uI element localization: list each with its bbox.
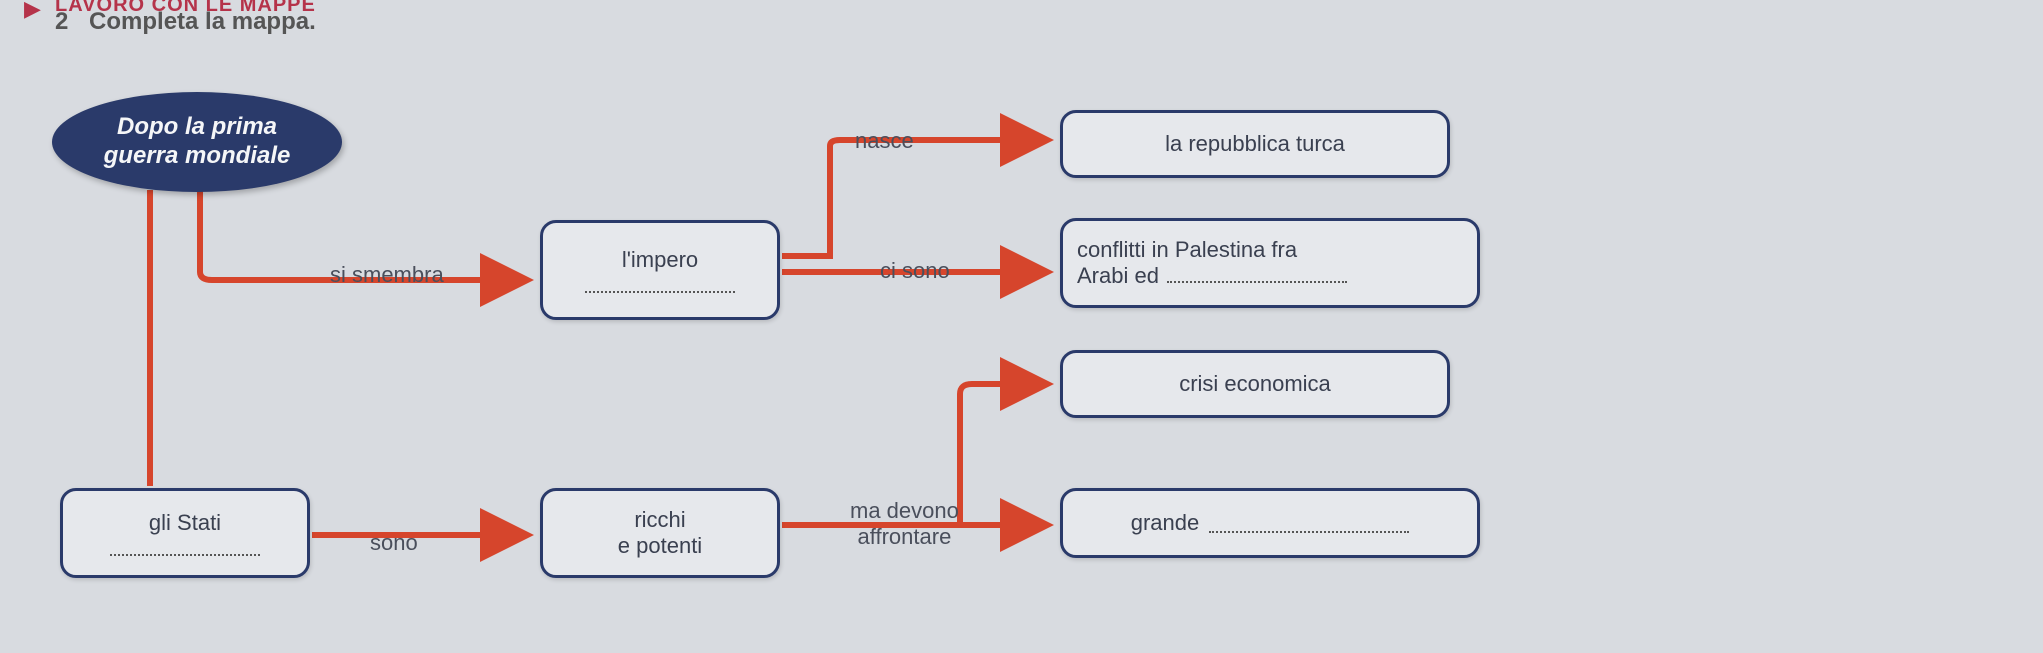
node-conflitti-line1: conflitti in Palestina fra	[1077, 237, 1297, 263]
node-impero-text: l'impero	[622, 247, 698, 273]
root-line2: guerra mondiale	[104, 142, 291, 171]
section-arrow-icon: ▶	[24, 0, 41, 22]
exercise-header: 2 Completa la mappa.	[55, 8, 316, 36]
blank-conflitti[interactable]	[1167, 269, 1347, 283]
node-grande-prefix: grande	[1131, 510, 1200, 536]
node-repubblica-text: la repubblica turca	[1165, 131, 1345, 157]
connector-nasce: nasce	[855, 128, 914, 154]
connector-ci-sono: ci sono	[880, 258, 950, 284]
node-impero: l'impero	[540, 220, 780, 320]
root-line1: Dopo la prima	[104, 113, 291, 142]
blank-stati[interactable]	[110, 542, 260, 556]
blank-impero[interactable]	[585, 279, 735, 293]
node-ricchi: ricchi e potenti	[540, 488, 780, 578]
node-repubblica: la repubblica turca	[1060, 110, 1450, 178]
blank-grande[interactable]	[1209, 519, 1409, 533]
node-ricchi-line1: ricchi	[634, 507, 685, 533]
root-node: Dopo la prima guerra mondiale	[52, 92, 342, 192]
connector-devono-l2: affrontare	[850, 524, 959, 550]
node-crisi: crisi economica	[1060, 350, 1450, 418]
connector-ma-devono: ma devono affrontare	[850, 498, 959, 551]
exercise-instruction: Completa la mappa.	[89, 8, 316, 35]
node-conflitti: conflitti in Palestina fra Arabi ed	[1060, 218, 1480, 308]
connector-devono-l1: ma devono	[850, 498, 959, 524]
node-stati-text: gli Stati	[149, 510, 221, 536]
node-conflitti-prefix: Arabi ed	[1077, 263, 1159, 289]
connector-sono: sono	[370, 530, 418, 556]
node-ricchi-line2: e potenti	[618, 533, 702, 559]
node-stati: gli Stati	[60, 488, 310, 578]
connector-si-smembra: si smembra	[330, 262, 444, 288]
exercise-number: 2	[55, 8, 68, 35]
node-crisi-text: crisi economica	[1179, 371, 1331, 397]
node-grande: grande	[1060, 488, 1480, 558]
